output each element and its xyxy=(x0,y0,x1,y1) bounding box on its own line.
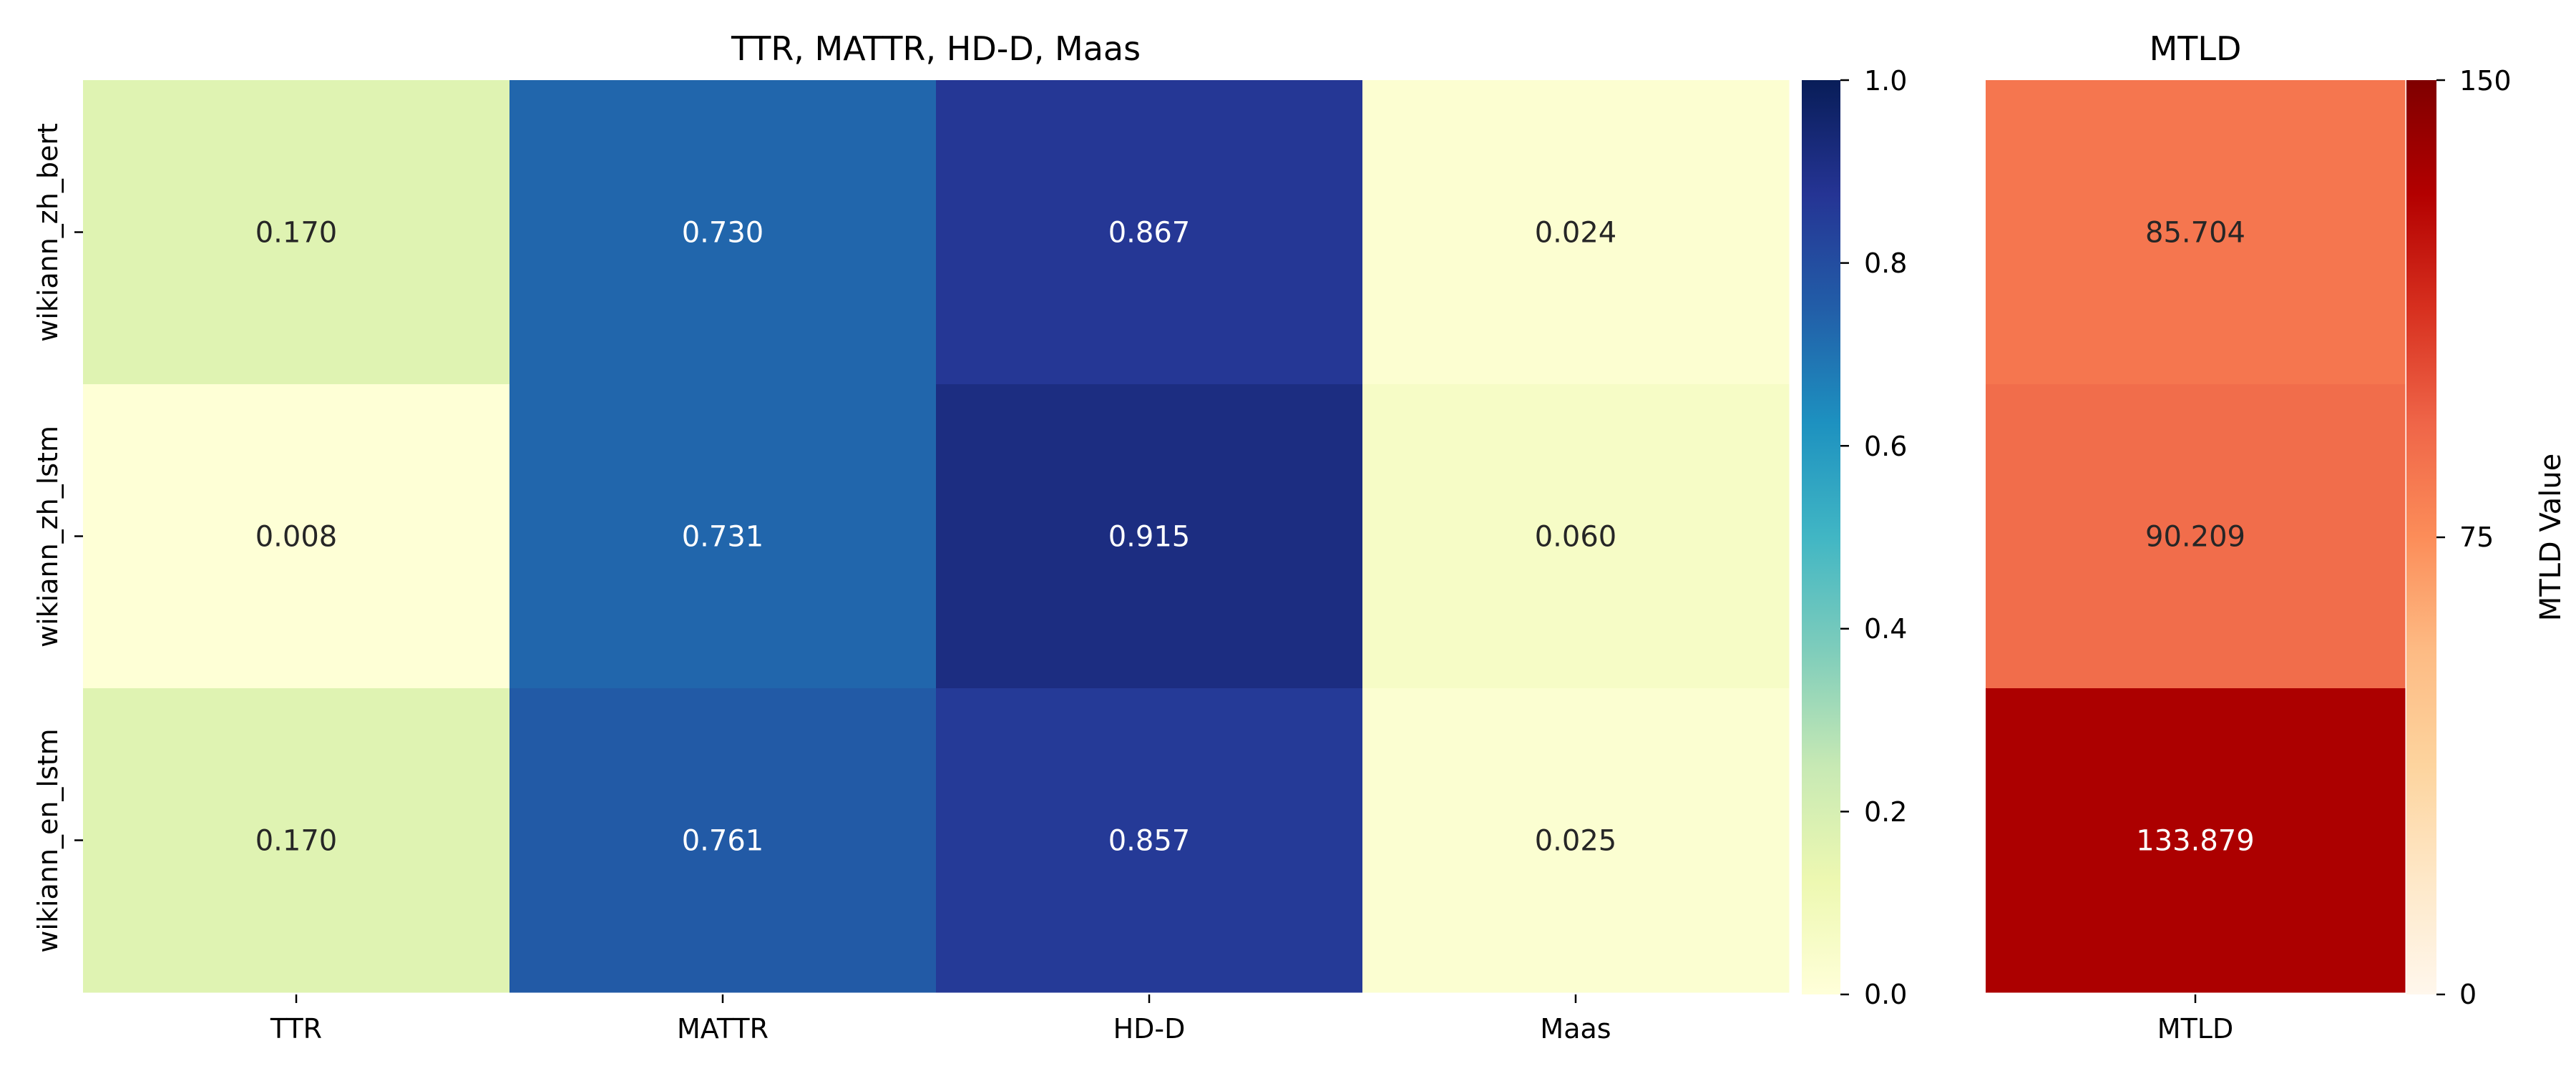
cell-value-label: 0.025 xyxy=(1535,825,1617,858)
colorbar-tick-label: 150 xyxy=(2459,65,2512,97)
row-label: wikiann_zh_bert xyxy=(32,123,64,342)
heatmap-cell xyxy=(936,384,1363,689)
cell-value-label: 0.857 xyxy=(1108,825,1191,858)
cell-value-label: 0.170 xyxy=(255,217,338,250)
column-label: Maas xyxy=(1540,1013,1611,1045)
orrd-colorbar-ticks: 0 75 150 xyxy=(2459,65,2512,1010)
cell-value-label: 90.209 xyxy=(2145,521,2245,554)
colorbar-tick-label: 0 xyxy=(2459,979,2477,1010)
column-label: MATTR xyxy=(677,1013,769,1045)
heatmap-cell xyxy=(509,688,937,993)
main-heatmap-title: TTR, MATTR, HD-D, Maas xyxy=(731,29,1141,68)
heatmap-cell xyxy=(936,80,1363,385)
orrd-colorbar xyxy=(2406,80,2436,994)
heatmap-cell xyxy=(1986,384,2406,689)
colorbar-tick-label: 0.2 xyxy=(1864,796,1907,828)
heatmap-cell xyxy=(1362,80,1790,385)
heatmap-cell xyxy=(1362,384,1790,689)
heatmap-cell xyxy=(1986,688,2406,993)
mtld-heatmap-cells: 85.704 90.209 133.879 xyxy=(1986,80,2406,993)
cell-value-label: 0.008 xyxy=(255,521,338,554)
cell-value-label: 0.731 xyxy=(682,521,764,554)
heatmap-cell xyxy=(509,384,937,689)
heatmap-cell xyxy=(83,80,510,385)
cell-value-label: 85.704 xyxy=(2145,217,2245,250)
column-label: TTR xyxy=(270,1013,322,1045)
colorbar-tick-label: 0.8 xyxy=(1864,248,1907,279)
heatmap-cell xyxy=(1362,688,1790,993)
cell-value-label: 0.915 xyxy=(1108,521,1191,554)
cell-value-label: 0.170 xyxy=(255,825,338,858)
cell-value-label: 0.730 xyxy=(682,217,764,250)
cell-value-label: 0.867 xyxy=(1108,217,1191,250)
cell-value-label: 0.024 xyxy=(1535,217,1617,250)
heatmap-cell xyxy=(509,80,937,385)
heatmap-cell xyxy=(936,688,1363,993)
row-label: wikiann_zh_lstm xyxy=(32,426,64,647)
mtld-heatmap-title: MTLD xyxy=(2150,29,2242,68)
colorbar-tick-label: 0.6 xyxy=(1864,431,1907,462)
column-labels: TTR MATTR HD-D Maas MTLD xyxy=(270,1013,2233,1045)
ylgnbu-colorbar xyxy=(1802,80,1840,994)
colorbar-tick-label: 1.0 xyxy=(1864,65,1907,97)
heatmap-cell xyxy=(83,384,510,689)
heatmap-cell xyxy=(1986,80,2406,385)
colorbar-tick-label: 75 xyxy=(2459,522,2494,553)
column-label: HD-D xyxy=(1113,1013,1186,1045)
row-label: wikiann_en_lstm xyxy=(32,728,64,952)
cell-value-label: 0.761 xyxy=(682,825,764,858)
cell-value-label: 133.879 xyxy=(2136,825,2254,858)
colorbar-tick-label: 0.0 xyxy=(1864,979,1907,1010)
column-label: MTLD xyxy=(2157,1013,2233,1045)
mtld-colorbar-label: MTLD Value xyxy=(2534,454,2567,622)
cell-value-label: 0.060 xyxy=(1535,521,1617,554)
tick-marks xyxy=(74,79,2445,1003)
heatmap-cell xyxy=(83,688,510,993)
colorbar-tick-label: 0.4 xyxy=(1864,613,1907,645)
ylgnbu-colorbar-ticks: 0.0 0.2 0.4 0.6 0.8 1.0 xyxy=(1864,65,1907,1010)
main-heatmap-cells: 0.170 0.730 0.867 0.024 0.008 0.731 0.915 0.060… xyxy=(83,80,1790,993)
row-labels: wikiann_zh_bert wikiann_zh_lstm wikiann_… xyxy=(32,123,64,953)
